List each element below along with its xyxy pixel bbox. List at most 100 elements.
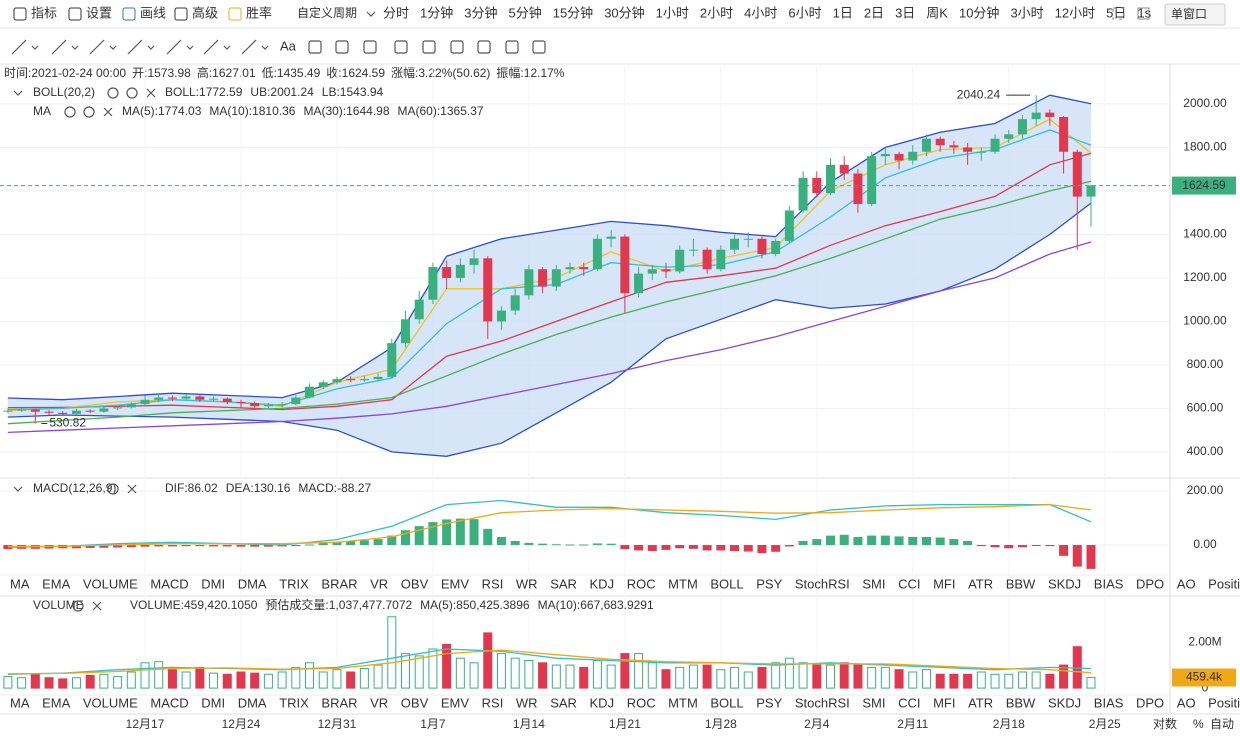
screenshot-icon[interactable]	[1137, 7, 1150, 20]
indicator-tab[interactable]: ATR	[968, 576, 993, 591]
indicator-tab[interactable]: CCI	[898, 576, 920, 591]
indicator-tab[interactable]: StochRSI	[795, 695, 850, 710]
draw-tool-icon[interactable]	[335, 40, 349, 54]
indicator-tab[interactable]: MACD	[150, 695, 188, 710]
draw-tool-icon[interactable]	[394, 40, 408, 54]
gear-icon[interactable]	[83, 106, 95, 118]
gear-icon[interactable]	[72, 600, 84, 612]
period-tab[interactable]: 1分钟	[420, 5, 453, 20]
indicator-tab[interactable]: DPO	[1136, 695, 1164, 710]
tool-label[interactable]: 画线	[140, 5, 166, 20]
indicator-tab[interactable]: SKDJ	[1048, 576, 1081, 591]
indicator-tab[interactable]: CCI	[898, 695, 920, 710]
indicator-tab[interactable]: RSI	[482, 576, 504, 591]
indicator-tab[interactable]: DPO	[1136, 576, 1164, 591]
indicator-tab[interactable]: OBV	[401, 695, 429, 710]
window-button[interactable]	[1164, 3, 1226, 26]
eye-icon[interactable]	[107, 87, 119, 99]
indicator-tab[interactable]: VOLUME	[83, 695, 138, 710]
draw-tool-icon[interactable]	[422, 40, 436, 54]
indicator-tab[interactable]: EMA	[42, 576, 71, 591]
axis-option[interactable]: 自动	[1210, 717, 1234, 731]
gear-icon[interactable]	[126, 87, 138, 99]
indicator-tab[interactable]: BOLL	[710, 576, 743, 591]
indicator-tab[interactable]: AO	[1177, 695, 1196, 710]
indicator-tab[interactable]: BBW	[1006, 695, 1036, 710]
draw-tool-icon[interactable]	[203, 39, 231, 55]
draw-tool-icon[interactable]	[241, 39, 269, 55]
period-tab[interactable]: 2小时	[700, 5, 733, 20]
indicator-tab[interactable]: VR	[370, 576, 388, 591]
indicator-tab[interactable]: BIAS	[1094, 695, 1124, 710]
period-tab[interactable]: 2日	[864, 5, 884, 20]
period-tab[interactable]: 3小时	[1010, 5, 1043, 20]
collapse-caret[interactable]	[13, 486, 23, 492]
indicator-tab[interactable]: MFI	[933, 576, 955, 591]
indicator-tab[interactable]: RSI	[482, 695, 504, 710]
draw-tool-icon[interactable]	[127, 39, 155, 55]
draw-tool-icon[interactable]	[51, 39, 79, 55]
close-icon[interactable]	[146, 88, 156, 98]
indicator-tab[interactable]: TRIX	[279, 695, 309, 710]
indicator-tab[interactable]: VR	[370, 695, 388, 710]
gear-icon[interactable]	[107, 483, 119, 495]
indicator-tab[interactable]: SAR	[550, 576, 577, 591]
period-tab[interactable]: 6小时	[788, 5, 821, 20]
indicator-tab[interactable]: BIAS	[1094, 576, 1124, 591]
draw-tool-icon[interactable]	[363, 40, 377, 54]
indicator-tab[interactable]: KDJ	[590, 695, 615, 710]
indicator-tab[interactable]: BBW	[1006, 576, 1036, 591]
indicator-tab[interactable]: KDJ	[590, 576, 615, 591]
fullscreen-icon[interactable]	[1112, 7, 1125, 20]
tool-label[interactable]: 胜率	[246, 5, 272, 20]
indicator-tab[interactable]: SMI	[862, 695, 885, 710]
indicator-tab[interactable]: BRAR	[321, 695, 357, 710]
draw-tool-icon[interactable]	[532, 40, 546, 54]
indicator-tab[interactable]: SMI	[862, 576, 885, 591]
indicator-tab[interactable]: PSY	[756, 695, 782, 710]
period-tab[interactable]: 5分钟	[508, 5, 541, 20]
indicator-tab[interactable]: PSY	[756, 576, 782, 591]
axis-option[interactable]: 对数	[1153, 716, 1177, 731]
period-tab[interactable]: 分时	[383, 5, 409, 20]
indicator-tab[interactable]: OBV	[401, 576, 429, 591]
indicator-tab[interactable]: MA	[10, 576, 30, 591]
indicator-tab[interactable]: EMA	[42, 695, 71, 710]
eye-icon[interactable]	[64, 106, 76, 118]
tool-icon[interactable]	[122, 7, 136, 21]
close-icon[interactable]	[92, 601, 102, 611]
tool-icon[interactable]	[13, 7, 27, 21]
period-tab[interactable]: 3分钟	[464, 5, 497, 20]
tool-icon[interactable]	[174, 7, 188, 21]
draw-tool-icon[interactable]	[308, 40, 322, 54]
text-tool[interactable]: Aa	[280, 38, 297, 53]
indicator-tab[interactable]: DMI	[201, 695, 225, 710]
indicator-tab[interactable]: MACD	[150, 576, 188, 591]
indicator-tab[interactable]: Position	[1208, 576, 1240, 591]
indicator-tab[interactable]: DMA	[238, 695, 267, 710]
indicator-tab[interactable]: Position	[1208, 695, 1240, 710]
period-tab[interactable]: 1日	[833, 5, 853, 20]
close-icon[interactable]	[127, 484, 137, 494]
custom-period[interactable]: 自定义周期	[297, 5, 357, 20]
period-tab[interactable]: 15分钟	[553, 5, 593, 20]
tool-label[interactable]: 指标	[31, 5, 57, 20]
draw-tool-icon[interactable]	[89, 39, 117, 55]
draw-tool-icon[interactable]	[11, 39, 39, 55]
indicator-tab[interactable]: MTM	[668, 576, 698, 591]
draw-tool-icon[interactable]	[477, 40, 491, 54]
tool-label[interactable]: 高级	[192, 5, 218, 20]
tool-label[interactable]: 设置	[86, 5, 112, 20]
period-tab[interactable]: 30分钟	[604, 5, 644, 20]
indicator-tab[interactable]: EMV	[441, 695, 470, 710]
indicator-tab[interactable]: MFI	[933, 695, 955, 710]
tool-icon[interactable]	[68, 7, 82, 21]
period-tab[interactable]: 3日	[895, 5, 915, 20]
period-tab[interactable]: 1s	[1137, 5, 1151, 20]
indicator-tab[interactable]: BRAR	[321, 576, 357, 591]
indicator-tab[interactable]: DMI	[201, 576, 225, 591]
indicator-tab[interactable]: BOLL	[710, 695, 743, 710]
indicator-tab[interactable]: ROC	[627, 576, 656, 591]
period-tab[interactable]: 10分钟	[959, 5, 999, 20]
period-tab[interactable]: 12小时	[1055, 5, 1095, 20]
